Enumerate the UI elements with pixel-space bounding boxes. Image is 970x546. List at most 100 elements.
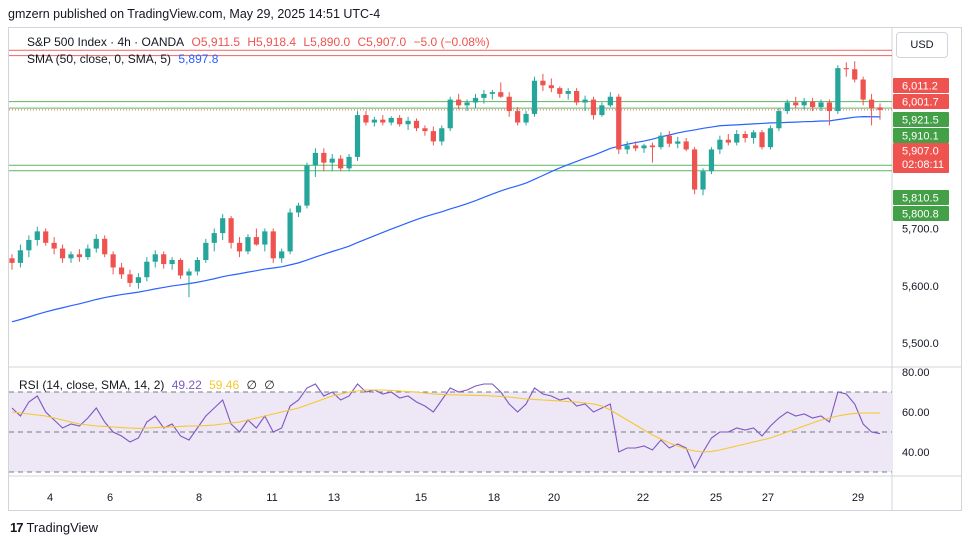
sma-value: 5,897.8	[178, 52, 219, 66]
candle-body	[68, 254, 74, 259]
candle-body	[759, 132, 765, 148]
price-tag-label: 5,907.0	[902, 146, 939, 158]
time-tick-label: 4	[47, 492, 53, 504]
candle-body	[118, 267, 125, 275]
candle-body	[717, 139, 723, 150]
candle-body	[304, 165, 310, 206]
candle-body	[523, 113, 529, 123]
candle-body	[540, 80, 546, 86]
time-tick-label: 6	[107, 492, 113, 504]
chart-canvas[interactable]: 5,500.0 5,600.0 5,700.0 6,011.2 6,001.7 5,921…	[9, 28, 961, 510]
candle-body	[354, 115, 361, 157]
sma-legend[interactable]: SMA (50, close, 0, SMA, 5) 5,897.8	[27, 52, 222, 66]
bar-countdown-label: 02:08:11	[902, 159, 944, 171]
candle-body	[548, 85, 554, 89]
candle-body	[110, 254, 116, 268]
candle-body	[515, 111, 521, 123]
rsi-line	[11, 383, 881, 470]
candle-body	[557, 88, 563, 94]
candle-body	[413, 120, 420, 129]
candle-body	[371, 119, 377, 123]
candle-body	[683, 141, 689, 150]
price-tag-label: 5,921.5	[902, 115, 939, 127]
close-value: C5,907.0	[357, 35, 407, 49]
rsi-ma-line	[11, 389, 881, 453]
candle-body	[135, 277, 142, 283]
candle-body	[17, 250, 24, 263]
candle-body	[666, 135, 672, 144]
candle-body	[641, 145, 647, 149]
candle-body	[161, 254, 167, 265]
candle-body	[262, 231, 268, 245]
rsi-tick-label: 40.00	[902, 447, 930, 459]
candle-body	[456, 99, 462, 106]
price-tick-label: 5,500.0	[902, 338, 939, 350]
rsi-legend[interactable]: RSI (14, close, SMA, 14, 2) 49.22 59.46 …	[19, 378, 279, 392]
chart-frame[interactable]: 5,500.0 5,600.0 5,700.0 6,011.2 6,001.7 5,921…	[8, 27, 962, 511]
time-tick-label: 13	[328, 492, 340, 504]
candle-body	[270, 231, 276, 259]
change-value: −5.0 (−0.08%)	[413, 35, 490, 49]
rsi-extra-1: ∅	[246, 378, 257, 392]
time-tick-label: 18	[488, 492, 500, 504]
candle-body	[245, 237, 251, 252]
candle-body	[793, 102, 799, 106]
candle-body	[632, 145, 639, 149]
candle-body	[868, 99, 875, 109]
candle-body	[506, 96, 512, 112]
candle-body	[439, 128, 445, 142]
candle-body	[675, 141, 681, 144]
candle-body	[388, 117, 394, 123]
price-tag	[893, 94, 949, 109]
high-value: H5,918.4	[247, 35, 297, 49]
candle-body	[177, 260, 184, 276]
candle-body	[34, 231, 40, 240]
candle-body	[338, 158, 344, 169]
candle-body	[220, 218, 226, 234]
time-tick-label: 29	[852, 492, 864, 504]
candle-body	[691, 149, 698, 190]
price-tag-label: 6,011.2	[902, 81, 938, 93]
candle-body	[852, 69, 858, 80]
candle-body	[708, 149, 715, 172]
time-tick-label: 11	[266, 492, 277, 504]
candle-body	[784, 102, 790, 112]
candle-body	[59, 248, 66, 259]
candle-body	[127, 274, 133, 283]
candle-body	[818, 102, 824, 108]
candle-body	[767, 128, 774, 148]
tradingview-logo-icon: 17	[10, 520, 24, 535]
price-tag-label: 5,810.5	[902, 193, 939, 205]
price-tag-label: 6,001.7	[902, 97, 939, 109]
price-tag-label: 5,800.8	[902, 209, 939, 221]
candle-body	[826, 102, 833, 112]
candle-body	[590, 99, 597, 116]
price-tag	[893, 143, 949, 173]
price-tag	[893, 78, 949, 93]
candle-body	[498, 92, 504, 97]
price-tag-label: 5,910.1	[902, 131, 939, 143]
time-tick-label: 15	[415, 492, 427, 504]
time-tick-label: 22	[637, 492, 649, 504]
candle-body	[93, 238, 99, 249]
price-tag	[893, 206, 949, 221]
candle-body	[776, 111, 782, 129]
candle-body	[329, 158, 335, 163]
tradingview-brand[interactable]: 17 TradingView	[10, 520, 98, 535]
candle-body	[51, 242, 57, 249]
candle-body	[489, 92, 495, 94]
candle-body	[809, 101, 816, 108]
candle-body	[742, 133, 748, 138]
candle-body	[565, 91, 571, 94]
currency-selector[interactable]: USD	[896, 32, 948, 58]
rsi-tick-label: 60.00	[902, 407, 930, 419]
candle-body	[734, 133, 740, 143]
sma-label: SMA (50, close, 0, SMA, 5)	[27, 52, 172, 66]
candle-body	[363, 115, 369, 123]
candle-body	[236, 242, 243, 252]
symbol-label[interactable]: S&P 500 Index · 4h · OANDA	[27, 35, 185, 49]
time-tick-label: 27	[762, 492, 774, 504]
candle-body	[76, 254, 83, 258]
candle-body	[801, 101, 807, 106]
rsi-tick-label: 80.00	[902, 367, 930, 379]
